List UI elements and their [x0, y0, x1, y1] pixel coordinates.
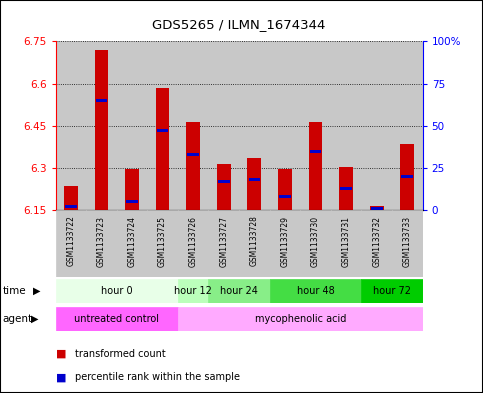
Text: GSM1133732: GSM1133732	[372, 216, 381, 266]
Bar	[157, 129, 169, 132]
Bar	[370, 206, 384, 210]
Text: agent: agent	[2, 314, 32, 324]
Text: GDS5265 / ILMN_1674344: GDS5265 / ILMN_1674344	[153, 18, 326, 31]
Bar	[400, 144, 414, 210]
Bar	[309, 121, 323, 210]
Bar	[117, 41, 147, 210]
Bar	[361, 41, 392, 210]
Bar	[126, 200, 138, 203]
Bar	[86, 210, 117, 277]
Bar	[392, 41, 423, 210]
Bar	[249, 178, 260, 182]
Bar	[279, 195, 291, 198]
Text: GSM1133724: GSM1133724	[128, 216, 137, 266]
Text: ▶: ▶	[33, 286, 41, 296]
Bar	[56, 307, 178, 331]
Bar	[310, 150, 321, 152]
Bar	[65, 205, 77, 208]
Bar	[331, 41, 361, 210]
Text: transformed count: transformed count	[75, 349, 166, 359]
Text: GSM1133733: GSM1133733	[403, 216, 412, 267]
Text: ■: ■	[56, 372, 66, 382]
Bar	[371, 207, 383, 210]
Bar	[56, 279, 178, 303]
Bar	[300, 210, 331, 277]
Bar	[147, 41, 178, 210]
Text: hour 48: hour 48	[297, 286, 334, 296]
Text: ■: ■	[56, 349, 66, 359]
Bar	[209, 279, 270, 303]
Bar	[64, 186, 78, 210]
Bar	[270, 279, 361, 303]
Bar	[401, 175, 413, 178]
Text: hour 24: hour 24	[220, 286, 258, 296]
Bar	[361, 210, 392, 277]
Bar	[187, 153, 199, 156]
Bar	[247, 158, 261, 210]
Bar	[86, 41, 117, 210]
Text: GSM1133725: GSM1133725	[158, 216, 167, 266]
Bar	[339, 167, 353, 210]
Bar	[300, 41, 331, 210]
Text: hour 12: hour 12	[174, 286, 212, 296]
Bar	[156, 88, 170, 210]
Text: GSM1133723: GSM1133723	[97, 216, 106, 266]
Text: untreated control: untreated control	[74, 314, 159, 324]
Bar	[147, 210, 178, 277]
Text: GSM1133726: GSM1133726	[189, 216, 198, 266]
Bar	[217, 164, 231, 210]
Text: GSM1133731: GSM1133731	[341, 216, 351, 266]
Bar	[178, 41, 209, 210]
Bar	[270, 210, 300, 277]
Bar	[239, 41, 270, 210]
Bar	[341, 187, 352, 190]
Bar	[95, 50, 108, 210]
Bar	[178, 210, 209, 277]
Bar	[239, 210, 270, 277]
Bar	[178, 279, 209, 303]
Text: hour 0: hour 0	[101, 286, 132, 296]
Bar	[125, 169, 139, 210]
Bar	[96, 99, 107, 102]
Text: percentile rank within the sample: percentile rank within the sample	[75, 372, 240, 382]
Bar	[278, 169, 292, 210]
Text: GSM1133728: GSM1133728	[250, 216, 259, 266]
Text: GSM1133729: GSM1133729	[281, 216, 289, 266]
Bar	[56, 41, 86, 210]
Bar	[178, 307, 423, 331]
Text: GSM1133722: GSM1133722	[66, 216, 75, 266]
Bar	[361, 279, 423, 303]
Bar	[209, 41, 239, 210]
Bar	[270, 41, 300, 210]
Text: hour 72: hour 72	[373, 286, 411, 296]
Bar	[331, 210, 361, 277]
Text: ▶: ▶	[31, 314, 39, 324]
Text: mycophenolic acid: mycophenolic acid	[255, 314, 346, 324]
Text: GSM1133730: GSM1133730	[311, 216, 320, 267]
Bar	[392, 210, 423, 277]
Text: time: time	[2, 286, 26, 296]
Bar	[56, 210, 86, 277]
Bar	[186, 121, 200, 210]
Bar	[209, 210, 239, 277]
Bar	[218, 180, 229, 183]
Bar	[117, 210, 147, 277]
Text: GSM1133727: GSM1133727	[219, 216, 228, 266]
